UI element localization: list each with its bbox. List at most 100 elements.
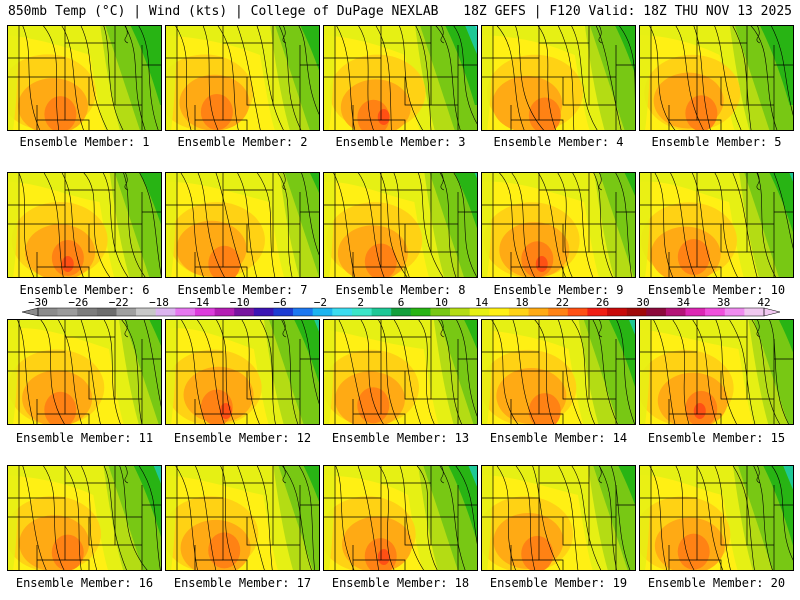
colorbar-tick-label: 22 <box>556 296 569 309</box>
ensemble-member-label: Ensemble Member: 16 <box>15 576 154 590</box>
colorbar-swatch <box>548 308 569 316</box>
colorbar-swatch <box>214 308 235 316</box>
ensemble-member-label: Ensemble Member: 6 <box>19 283 150 297</box>
ensemble-member-label: Ensemble Member: 19 <box>489 576 628 590</box>
colorbar-swatch <box>626 308 647 316</box>
colorbar-swatch <box>567 308 588 316</box>
colorbar-swatch <box>136 308 157 316</box>
colorbar-tick-label: 14 <box>475 296 489 309</box>
colorbar-swatch <box>371 308 392 316</box>
ensemble-member-map <box>481 319 636 425</box>
ensemble-member-label: Ensemble Member: 20 <box>647 576 786 590</box>
colorbar-swatch <box>705 308 726 316</box>
colorbar-swatch <box>391 308 412 316</box>
ensemble-member-map <box>165 319 320 425</box>
colorbar-swatch <box>77 308 98 316</box>
model-run-info: 18Z GEFS | F120 Valid: 18Z THU NOV 13 20… <box>463 4 792 19</box>
colorbar-swatch <box>450 308 470 316</box>
ensemble-member-map <box>7 319 162 425</box>
colorbar-swatch <box>273 308 294 316</box>
colorbar-swatch <box>57 308 78 316</box>
temperature-colorbar: −30 −26 −22 −18 −14 −10 −6 −2 2 6 10 14 18 22 26 30 34 38… <box>18 296 784 320</box>
colorbar-tick-label: 38 <box>717 296 730 309</box>
colorbar-tick-label: 34 <box>677 296 691 309</box>
ensemble-member-label: Ensemble Member: 17 <box>173 576 312 590</box>
colorbar-swatch <box>646 308 667 316</box>
ensemble-member-label: Ensemble Member: 2 <box>177 135 308 149</box>
ensemble-member-map <box>639 319 794 425</box>
colorbar-tick-label: −6 <box>273 296 286 309</box>
colorbar-arrow-left <box>21 307 39 317</box>
ensemble-member-map <box>7 172 162 278</box>
colorbar-swatch <box>194 308 215 316</box>
ensemble-member-map <box>165 172 320 278</box>
colorbar-swatch <box>312 308 333 316</box>
colorbar-swatch <box>528 308 549 316</box>
ensemble-member-label: Ensemble Member: 13 <box>331 431 470 445</box>
ensemble-member-map <box>481 25 636 131</box>
ensemble-member-label: Ensemble Member: 3 <box>335 135 466 149</box>
ensemble-member-label: Ensemble Member: 7 <box>177 283 308 297</box>
ensemble-member-label: Ensemble Member: 11 <box>15 431 154 445</box>
chart-title: 850mb Temp (°C) | Wind (kts) | College o… <box>8 4 439 19</box>
ensemble-member-map <box>481 172 636 278</box>
colorbar-swatch <box>234 308 255 316</box>
ensemble-member-label: Ensemble Member: 5 <box>651 135 782 149</box>
ensemble-member-label: Ensemble Member: 12 <box>173 431 312 445</box>
colorbar-swatch <box>665 308 686 316</box>
colorbar-arrow-right <box>763 307 781 317</box>
colorbar-tick-label: 10 <box>435 296 448 309</box>
colorbar-swatch <box>116 308 137 316</box>
colorbar-tick-label: −22 <box>109 296 129 309</box>
ensemble-member-map <box>7 25 162 131</box>
colorbar-swatch <box>96 308 117 316</box>
colorbar-tick-label: −18 <box>149 296 169 309</box>
colorbar-swatch <box>469 308 490 316</box>
ensemble-member-label: Ensemble Member: 10 <box>647 283 786 297</box>
ensemble-member-map <box>639 172 794 278</box>
ensemble-member-map <box>639 465 794 571</box>
ensemble-member-label: Ensemble Member: 18 <box>331 576 470 590</box>
colorbar-tick-label: −10 <box>230 296 250 309</box>
ensemble-member-label: Ensemble Member: 15 <box>647 431 786 445</box>
colorbar-swatch <box>508 308 529 316</box>
ensemble-member-map <box>323 319 478 425</box>
colorbar-swatch <box>430 308 451 316</box>
colorbar-tick-label: −14 <box>189 296 209 309</box>
colorbar-tick-label: 42 <box>757 296 770 309</box>
colorbar-swatch <box>607 308 627 316</box>
colorbar-swatch <box>253 308 274 316</box>
colorbar-swatch <box>587 308 608 316</box>
ensemble-member-label: Ensemble Member: 1 <box>19 135 150 149</box>
colorbar-tick-label: −26 <box>68 296 88 309</box>
ensemble-member-map <box>481 465 636 571</box>
ensemble-member-label: Ensemble Member: 4 <box>493 135 624 149</box>
colorbar-swatch <box>489 308 510 316</box>
ensemble-member-label: Ensemble Member: 9 <box>493 283 624 297</box>
ensemble-member-map <box>165 465 320 571</box>
colorbar-swatch <box>724 308 745 316</box>
ensemble-member-map <box>323 172 478 278</box>
colorbar-tick-label: −2 <box>314 296 327 309</box>
colorbar-tick-label: 18 <box>515 296 528 309</box>
colorbar-swatch <box>685 308 706 316</box>
ensemble-member-label: Ensemble Member: 8 <box>335 283 466 297</box>
ensemble-member-map <box>7 465 162 571</box>
ensemble-member-map <box>323 25 478 131</box>
colorbar-tick-label: 30 <box>636 296 649 309</box>
colorbar-swatch <box>744 308 765 316</box>
colorbar-swatch <box>351 308 372 316</box>
colorbar-swatch <box>410 308 431 316</box>
colorbar-swatch <box>38 308 58 316</box>
ensemble-member-label: Ensemble Member: 14 <box>489 431 628 445</box>
colorbar-tick-label: 6 <box>398 296 405 309</box>
colorbar-swatch <box>293 308 314 316</box>
colorbar-tick-label: 2 <box>357 296 364 309</box>
colorbar-tick-label: 26 <box>596 296 609 309</box>
colorbar-swatch <box>175 308 196 316</box>
ensemble-member-map <box>165 25 320 131</box>
ensemble-member-map <box>323 465 478 571</box>
colorbar-swatch <box>332 308 353 316</box>
colorbar-swatch <box>155 308 176 316</box>
ensemble-member-map <box>639 25 794 131</box>
